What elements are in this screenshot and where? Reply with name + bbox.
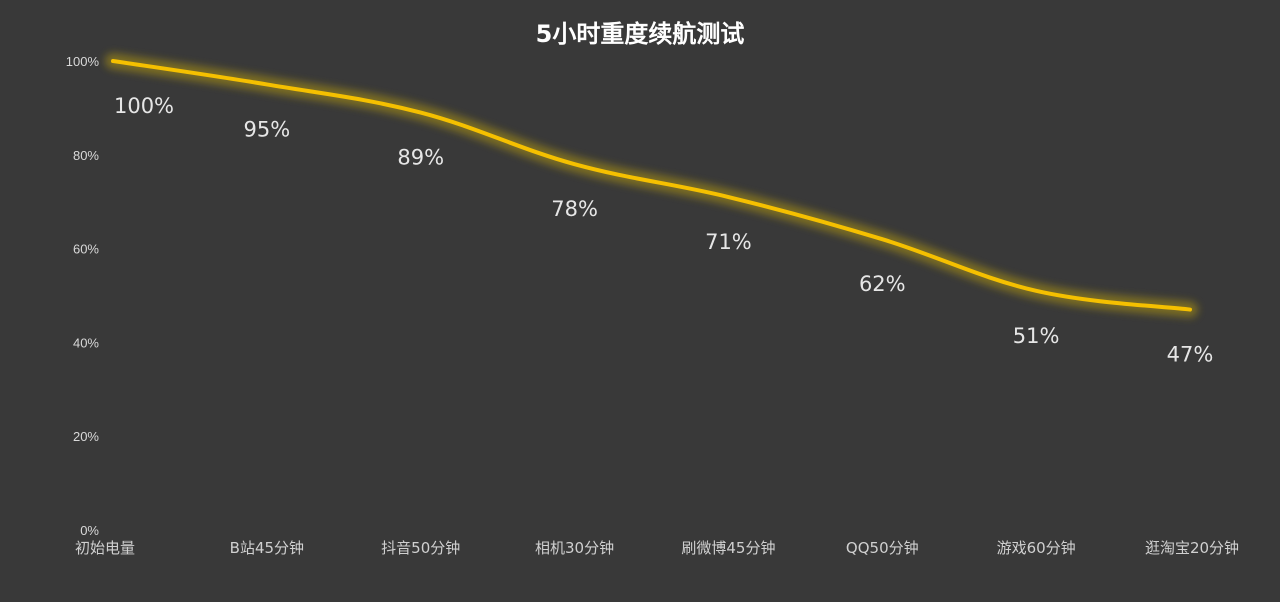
y-tick-label: 40% xyxy=(73,335,99,350)
data-label: 51% xyxy=(1013,324,1060,348)
x-tick-label: 相机30分钟 xyxy=(535,539,614,557)
data-label: 47% xyxy=(1167,343,1214,367)
x-tick-label: 初始电量 xyxy=(75,539,135,557)
y-tick-label: 0% xyxy=(80,523,99,538)
data-label: 62% xyxy=(859,272,906,296)
data-label: 95% xyxy=(244,117,291,141)
x-tick-label: B站45分钟 xyxy=(230,539,304,557)
data-label: 78% xyxy=(551,197,598,221)
x-tick-label: QQ50分钟 xyxy=(846,539,919,557)
x-tick-label: 抖音50分钟 xyxy=(381,539,460,557)
x-tick-label: 刷微博45分钟 xyxy=(681,539,775,557)
y-tick-label: 80% xyxy=(73,148,99,163)
y-tick-label: 100% xyxy=(66,54,100,69)
chart-title: 5小时重度续航测试 xyxy=(536,20,745,48)
x-tick-label: 游戏60分钟 xyxy=(997,539,1076,557)
y-axis: 0% 20% 40% 60% 80% 100% xyxy=(66,54,100,538)
y-tick-label: 60% xyxy=(73,242,99,257)
series-line xyxy=(111,59,1192,312)
data-labels: 100% 95% 89% 78% 71% 62% 51% 47% xyxy=(114,94,1213,367)
x-tick-label: 逛淘宝20分钟 xyxy=(1145,539,1239,557)
data-label: 71% xyxy=(705,230,752,254)
data-label: 89% xyxy=(397,146,444,170)
x-axis: 初始电量 B站45分钟 抖音50分钟 相机30分钟 刷微博45分钟 QQ50分钟 游戏60分… xyxy=(75,539,1239,557)
series-group xyxy=(105,53,1198,318)
y-tick-label: 20% xyxy=(73,429,99,444)
data-label: 100% xyxy=(114,94,174,118)
